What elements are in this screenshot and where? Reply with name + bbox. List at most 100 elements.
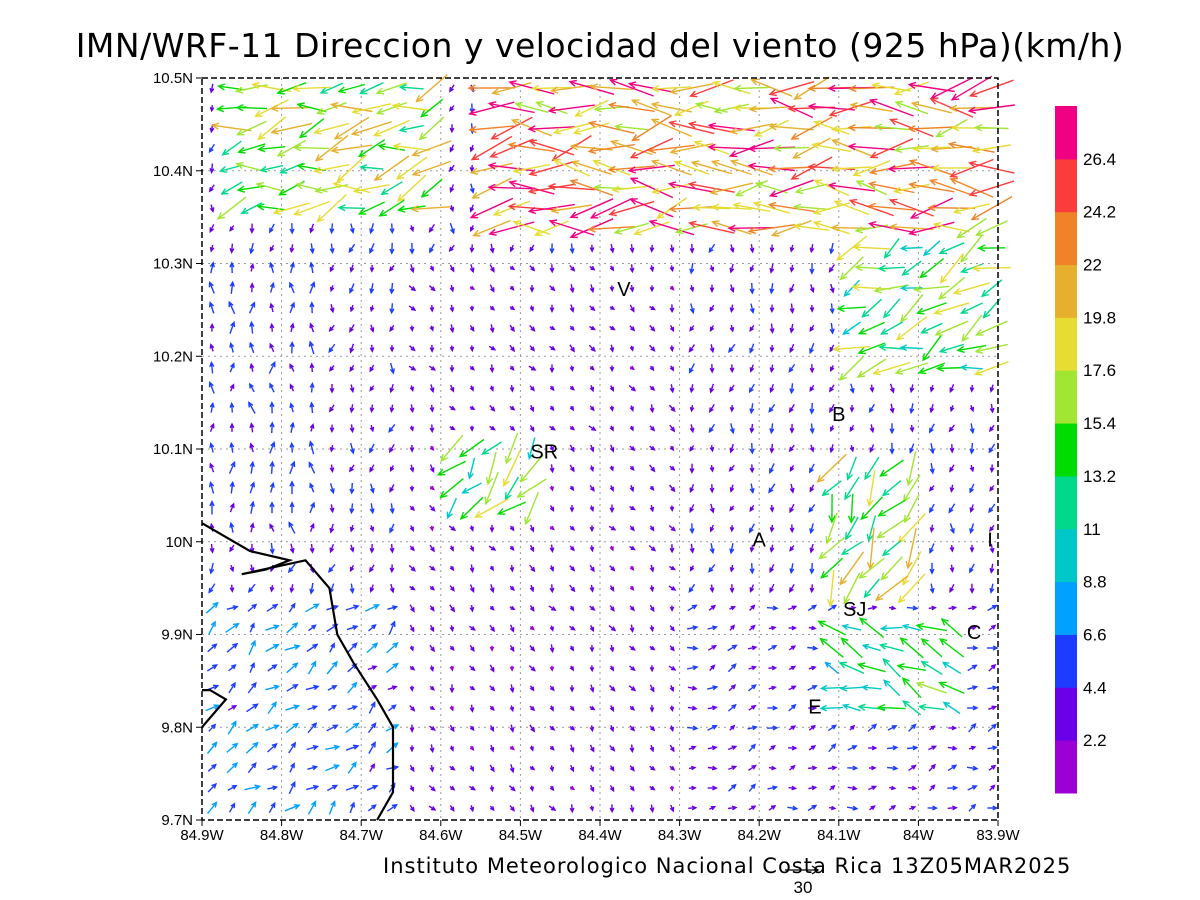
wind-vector — [208, 583, 216, 594]
wind-vector — [284, 644, 301, 651]
wind-vector — [449, 585, 455, 592]
wind-vector — [296, 102, 327, 113]
wind-vector — [809, 402, 815, 415]
wind-vector — [629, 505, 636, 511]
wind-vector — [569, 444, 575, 453]
wind-vector — [987, 723, 997, 733]
wind-vector — [216, 196, 247, 220]
wind-vector — [429, 525, 435, 532]
wind-vector — [208, 184, 215, 193]
wind-vector — [773, 144, 810, 152]
wind-vector — [888, 804, 897, 811]
wind-vector — [897, 513, 926, 544]
wind-vector — [709, 265, 715, 273]
wind-vector — [629, 137, 674, 159]
wind-vector — [459, 496, 484, 520]
wind-vector — [469, 564, 475, 574]
wind-vector — [839, 256, 864, 281]
wind-vector — [389, 303, 395, 315]
wind-vector — [359, 164, 384, 171]
wind-vectors — [205, 73, 1015, 815]
wind-vector — [709, 284, 715, 293]
wind-vector — [989, 384, 995, 393]
wind-vector — [329, 264, 335, 273]
wind-vector — [369, 385, 375, 392]
wind-vector — [408, 564, 416, 572]
wind-vector — [863, 578, 880, 599]
wind-vector — [968, 160, 1015, 174]
wind-vector — [908, 181, 955, 193]
wind-vector — [593, 183, 630, 192]
wind-vector — [707, 745, 718, 751]
wind-vector — [832, 345, 871, 353]
wind-vector — [929, 562, 935, 575]
wind-vector — [968, 605, 978, 611]
wind-vector — [489, 785, 495, 793]
wind-vector — [842, 321, 862, 335]
wind-vector — [257, 116, 287, 141]
wind-vector — [920, 660, 943, 675]
wind-vector — [873, 284, 910, 294]
wind-vector — [961, 314, 983, 343]
wind-vector — [849, 383, 855, 394]
wind-vector — [769, 323, 775, 335]
wind-vector — [429, 544, 435, 553]
wind-vector — [549, 385, 555, 392]
wind-vector — [489, 524, 495, 533]
wind-vector — [244, 784, 262, 791]
wind-vector — [808, 504, 816, 513]
wind-vector — [448, 164, 455, 173]
wind-vector — [209, 224, 215, 234]
wind-vector — [788, 645, 797, 651]
wind-vector — [669, 725, 675, 733]
wind-vector — [549, 725, 556, 731]
wind-vector — [649, 585, 655, 593]
coastline-path — [201, 522, 395, 821]
wind-vector — [589, 684, 595, 693]
wind-vector — [409, 425, 414, 432]
wind-vector — [952, 203, 990, 215]
wind-vector — [449, 324, 455, 334]
wind-vector — [529, 564, 536, 573]
wind-vector — [808, 625, 817, 631]
wind-vector — [709, 543, 715, 555]
wind-vector — [669, 445, 675, 452]
wind-vector — [942, 701, 961, 715]
wind-vector — [928, 745, 938, 751]
wind-vector — [829, 322, 835, 335]
wind-vector — [529, 645, 536, 652]
wind-vector — [308, 440, 315, 455]
wind-vector — [325, 744, 341, 751]
wind-vector — [367, 804, 377, 812]
wind-vector — [249, 282, 255, 293]
wind-vector — [649, 564, 655, 573]
wind-vector — [987, 805, 999, 811]
wind-vector — [789, 764, 796, 771]
wind-vector — [349, 544, 355, 553]
wind-vector — [767, 645, 778, 651]
wind-vector — [569, 264, 576, 272]
wind-vector — [729, 304, 735, 313]
wind-vector — [396, 205, 426, 213]
wind-vector — [669, 565, 677, 571]
wind-vector — [549, 485, 554, 492]
wind-vector — [828, 264, 835, 273]
wind-vector — [843, 572, 861, 605]
wind-vector — [208, 380, 215, 394]
y-tick-label: 10.2N — [153, 348, 193, 365]
wind-vector — [349, 223, 355, 234]
wind-vector — [409, 645, 414, 652]
wind-vector — [389, 564, 395, 574]
wind-vector — [284, 804, 301, 812]
wind-vector — [929, 462, 935, 475]
wind-vector — [906, 451, 917, 487]
wind-vector — [868, 98, 914, 117]
wind-vector — [569, 785, 576, 791]
wind-vector — [529, 685, 535, 692]
wind-vector — [689, 384, 695, 394]
wind-vector — [849, 445, 855, 453]
wind-vector — [688, 583, 696, 594]
wind-vector — [748, 383, 755, 394]
wind-vector — [489, 584, 495, 594]
wind-vector — [887, 725, 898, 731]
